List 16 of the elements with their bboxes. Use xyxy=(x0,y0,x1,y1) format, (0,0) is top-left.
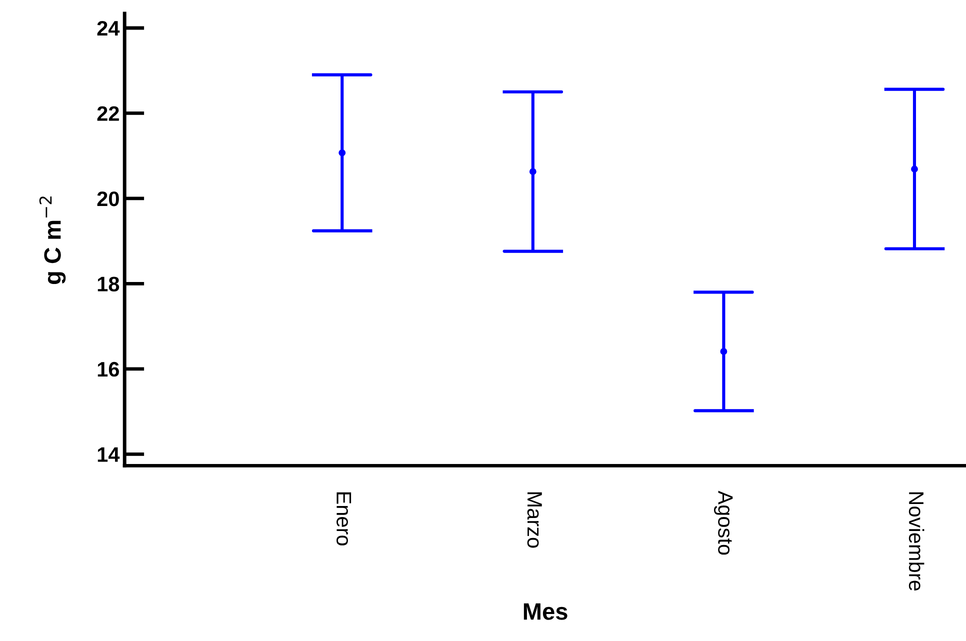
y-tick-label: 24 xyxy=(97,20,120,36)
y-axis-title: g C m$^{−2}$ xyxy=(39,196,66,284)
x-axis-title: Mes xyxy=(524,603,568,620)
x-tick-label: Noviembre xyxy=(908,492,924,590)
point xyxy=(338,149,346,156)
x-tick-label: Marzo xyxy=(527,492,542,548)
y-tick-label: 16 xyxy=(98,362,119,377)
y-tick-label: 22 xyxy=(97,106,119,121)
x-tick-label: Agosto xyxy=(714,490,733,555)
y-tick-label: 20 xyxy=(97,191,119,206)
point xyxy=(720,348,728,355)
point xyxy=(911,166,918,173)
y-tick-label: 14 xyxy=(98,447,120,462)
x-tick-label: Enero xyxy=(336,492,352,546)
y-tick-label: 18 xyxy=(98,276,120,292)
point xyxy=(529,168,536,176)
